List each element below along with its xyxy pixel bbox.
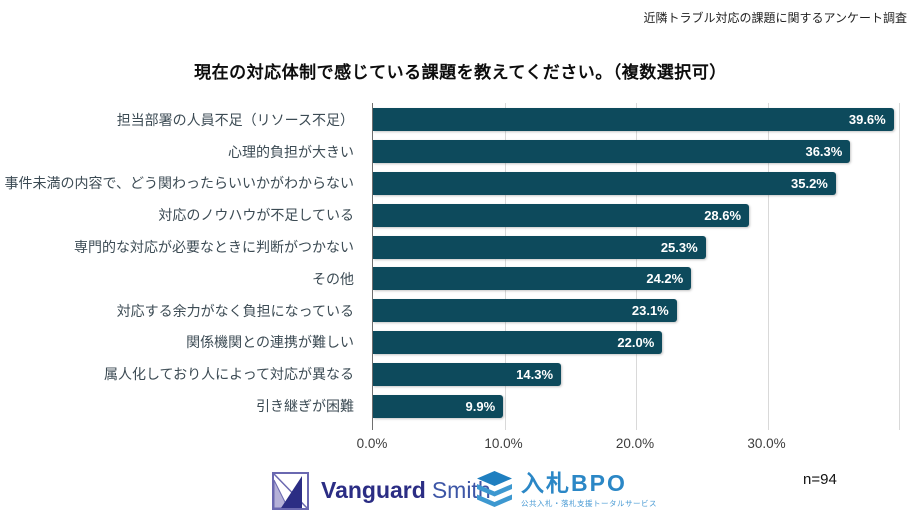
bar: 35.2% bbox=[373, 171, 836, 195]
bar: 9.9% bbox=[373, 394, 504, 418]
gridline bbox=[636, 103, 637, 430]
bar-row: 属人化しており人によって対応が異なる 14.3% bbox=[0, 358, 921, 390]
bar-track: 24.2% bbox=[373, 263, 906, 295]
bar-track: 9.9% bbox=[373, 390, 906, 422]
bpo-logo-title: 入札BPO bbox=[521, 470, 627, 497]
category-label: 事件未満の内容で、どう関わったらいいかがわからない bbox=[4, 175, 354, 192]
bar-track: 22.0% bbox=[373, 327, 906, 359]
bar: 24.2% bbox=[373, 267, 692, 291]
bar-row: 心理的負担が大きい 36.3% bbox=[0, 136, 921, 168]
bar: 25.3% bbox=[373, 235, 706, 259]
category-label: 対応する余力がなく負担になっている bbox=[116, 302, 354, 319]
bpo-layers-icon bbox=[477, 471, 512, 507]
nyusatsu-bpo-logo: 入札BPO 公共入札・落札支援トータルサービス bbox=[476, 469, 657, 511]
chart-title: 現在の対応体制で感じている課題を教えてください。（複数選択可） bbox=[194, 63, 727, 82]
category-label: 属人化しており人によって対応が異なる bbox=[103, 366, 354, 383]
header-note: 近隣トラブル対応の課題に関するアンケート調査 bbox=[643, 11, 907, 25]
vanguard-smith-logo: Vanguard Smith bbox=[270, 468, 491, 512]
bar: 14.3% bbox=[373, 362, 562, 386]
bar-track: 23.1% bbox=[373, 295, 906, 327]
bar: 28.6% bbox=[373, 203, 750, 227]
x-axis-tick-label: 10.0% bbox=[484, 436, 523, 451]
vanguard-logo-text: Vanguard Smith bbox=[321, 477, 491, 504]
bpo-logo-subtitle: 公共入札・落札支援トータルサービス bbox=[521, 498, 657, 508]
bar-row: 対応する余力がなく負担になっている 23.1% bbox=[0, 295, 921, 327]
bar-value-label: 23.1% bbox=[631, 303, 669, 319]
x-axis-tick-label: 0.0% bbox=[356, 436, 388, 451]
plot-area bbox=[372, 103, 905, 430]
bar-value-label: 24.2% bbox=[646, 271, 684, 287]
x-axis-tick-label: 30.0% bbox=[747, 436, 786, 451]
vanguard-logo-name: Vanguard bbox=[321, 476, 426, 503]
category-label: 担当部署の人員不足（リソース不足） bbox=[116, 111, 354, 128]
category-label: 引き継ぎが困難 bbox=[256, 398, 354, 415]
bar: 39.6% bbox=[373, 108, 894, 132]
x-axis-tick-label: 20.0% bbox=[615, 436, 655, 451]
gridline bbox=[899, 103, 900, 430]
bar-track: 25.3% bbox=[373, 231, 906, 263]
category-label: 専門的な対応が必要なときに判断がつかない bbox=[74, 239, 354, 256]
bpo-logo-text: 入札BPO 公共入札・落札支援トータルサービス bbox=[521, 471, 657, 508]
bar-row: 対応のノウハウが不足している 28.6% bbox=[0, 199, 921, 231]
category-label: 心理的負担が大きい bbox=[228, 143, 354, 160]
category-label: 関係機関との連携が難しい bbox=[186, 334, 354, 351]
bar-row: その他 24.2% bbox=[0, 263, 921, 295]
bar-track: 35.2% bbox=[373, 168, 906, 200]
bar-row: 関係機関との連携が難しい 22.0% bbox=[0, 327, 921, 359]
bar-value-label: 14.3% bbox=[516, 366, 554, 382]
bar-track: 14.3% bbox=[373, 358, 906, 390]
bar-value-label: 39.6% bbox=[848, 112, 886, 128]
bar-row: 専門的な対応が必要なときに判断がつかない 25.3% bbox=[0, 231, 921, 263]
bar-value-label: 9.9% bbox=[465, 398, 496, 414]
category-label: 対応のノウハウが不足している bbox=[158, 207, 354, 224]
bar: 22.0% bbox=[373, 330, 663, 354]
bar-row: 引き継ぎが困難 9.9% bbox=[0, 390, 921, 422]
gridline bbox=[504, 103, 506, 430]
bar-row: 事件未満の内容で、どう関わったらいいかがわからない 35.2% bbox=[0, 168, 921, 200]
sample-size-label: n=94 bbox=[803, 471, 837, 488]
bar-track: 28.6% bbox=[373, 199, 906, 231]
bar-track: 39.6% bbox=[373, 104, 906, 136]
bar-rows: 担当部署の人員不足（リソース不足） 39.6% 心理的負担が大きい 36.3% 事件未満… bbox=[0, 104, 921, 422]
bar: 36.3% bbox=[373, 140, 851, 164]
vanguard-logo-icon bbox=[272, 472, 309, 510]
bar-value-label: 25.3% bbox=[660, 239, 698, 255]
bar: 23.1% bbox=[373, 299, 677, 323]
bar-value-label: 35.2% bbox=[791, 175, 828, 191]
bar-value-label: 28.6% bbox=[704, 207, 742, 223]
gridline bbox=[767, 103, 769, 430]
bar-track: 36.3% bbox=[373, 136, 906, 168]
category-label: その他 bbox=[312, 270, 354, 287]
bar-value-label: 22.0% bbox=[617, 334, 655, 350]
bar-row: 担当部署の人員不足（リソース不足） 39.6% bbox=[0, 104, 921, 136]
bar-value-label: 36.3% bbox=[805, 144, 843, 160]
